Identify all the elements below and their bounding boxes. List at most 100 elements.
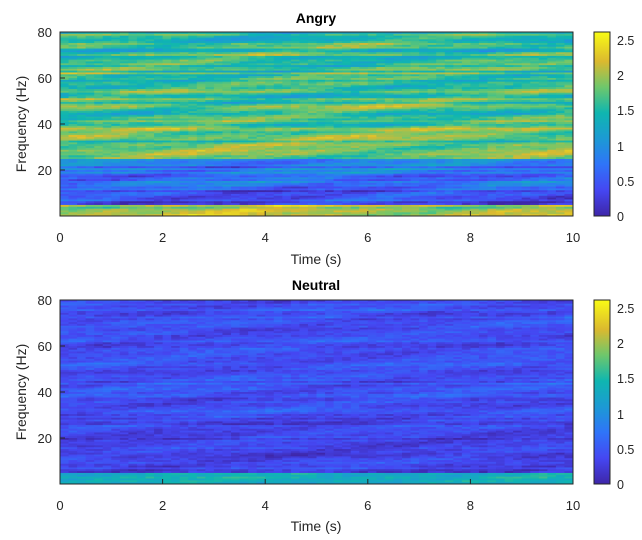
- heatmap-cell: [376, 129, 386, 132]
- heatmap-cell: [496, 101, 506, 105]
- heatmap-cell: [171, 157, 181, 160]
- heatmap-cell: [111, 55, 121, 59]
- heatmap-cell: [273, 135, 283, 138]
- heatmap-cell: [402, 44, 412, 48]
- heatmap-cell: [419, 70, 429, 74]
- heatmap-cell: [248, 177, 258, 180]
- heatmap-cell: [325, 98, 335, 101]
- heatmap-cell: [307, 177, 318, 180]
- heatmap-cell: [555, 158, 566, 162]
- heatmap-cell: [128, 160, 138, 164]
- heatmap-cell: [119, 184, 129, 188]
- heatmap-cell: [419, 96, 429, 99]
- heatmap-cell: [384, 160, 395, 164]
- heatmap-cell: [119, 162, 129, 166]
- heatmap-cell: [538, 124, 548, 127]
- heatmap-cell: [68, 184, 78, 188]
- heatmap-cell: [299, 175, 309, 178]
- heatmap-cell: [222, 81, 232, 85]
- heatmap-cell: [316, 66, 326, 70]
- heatmap-cell: [248, 66, 258, 70]
- heatmap-cell: [171, 55, 181, 59]
- heatmap-cell: [273, 164, 283, 167]
- heatmap-cell: [205, 142, 215, 145]
- heatmap-cell: [213, 142, 224, 145]
- heatmap-cell: [444, 133, 454, 136]
- heatmap-cell: [213, 120, 224, 123]
- heatmap-cell: [487, 63, 497, 66]
- heatmap-cell: [171, 153, 181, 156]
- heatmap-cell: [376, 85, 386, 88]
- heatmap-cell: [419, 146, 429, 149]
- heatmap-cell: [453, 107, 463, 110]
- heatmap-cell: [111, 133, 121, 136]
- heatmap-cell: [350, 173, 360, 177]
- heatmap-cell: [154, 164, 164, 167]
- heatmap-cell: [213, 157, 224, 160]
- heatmap-cell: [68, 181, 78, 184]
- heatmap-cell: [384, 177, 395, 180]
- heatmap-cell: [521, 114, 531, 118]
- heatmap-cell: [85, 52, 95, 55]
- heatmap-cell: [162, 98, 172, 101]
- heatmap-cell: [342, 151, 352, 155]
- heatmap-cell: [162, 35, 172, 39]
- heatmap-cell: [136, 127, 147, 131]
- heatmap-cell: [333, 131, 343, 134]
- heatmap-cell: [248, 96, 258, 99]
- heatmap-cell: [102, 105, 112, 109]
- heatmap-cell: [384, 59, 395, 63]
- heatmap-cell: [384, 52, 395, 55]
- heatmap-cell: [239, 122, 249, 125]
- heatmap-cell: [376, 142, 386, 145]
- heatmap-cell: [77, 118, 87, 121]
- heatmap-cell: [402, 162, 412, 166]
- heatmap-cell: [60, 55, 70, 59]
- heatmap-cell: [367, 98, 377, 101]
- heatmap-cell: [342, 44, 352, 48]
- heatmap-cell: [60, 177, 70, 180]
- heatmap-cell: [333, 182, 343, 186]
- heatmap-cell: [538, 112, 548, 116]
- heatmap-cell: [325, 147, 335, 151]
- heatmap-cell: [119, 85, 129, 88]
- heatmap-cell: [555, 133, 566, 136]
- heatmap-cell: [239, 111, 249, 114]
- heatmap-cell: [299, 103, 309, 107]
- heatmap-cell: [436, 149, 446, 153]
- heatmap-cell: [136, 89, 147, 92]
- heatmap-cell: [384, 109, 395, 112]
- heatmap-cell: [402, 131, 412, 134]
- heatmap-cell: [119, 160, 129, 164]
- heatmap-cell: [461, 136, 471, 140]
- heatmap-cell: [342, 136, 352, 140]
- heatmap-cell: [222, 78, 232, 81]
- heatmap-cell: [248, 35, 258, 39]
- heatmap-cell: [453, 109, 463, 112]
- heatmap-cell: [487, 151, 497, 155]
- heatmap-cell: [94, 50, 104, 53]
- heatmap-cell: [128, 92, 138, 96]
- heatmap-cell: [188, 72, 198, 75]
- heatmap-cell: [213, 164, 224, 167]
- heatmap-cell: [290, 81, 300, 85]
- heatmap-cell: [555, 90, 566, 94]
- heatmap-cell: [538, 175, 548, 178]
- heatmap-cell: [367, 68, 377, 72]
- heatmap-cell: [111, 184, 121, 188]
- heatmap-cell: [436, 179, 446, 182]
- heatmap-cell: [196, 66, 206, 70]
- heatmap-cell: [530, 59, 540, 63]
- heatmap-cell: [530, 96, 540, 99]
- heatmap-cell: [85, 74, 95, 77]
- heatmap-cell: [513, 101, 523, 105]
- heatmap-cell: [111, 138, 121, 142]
- heatmap-cell: [350, 138, 360, 142]
- heatmap-cell: [530, 54, 540, 57]
- heatmap-cell: [196, 124, 206, 127]
- heatmap-cell: [342, 41, 352, 44]
- heatmap-cell: [231, 151, 241, 155]
- heatmap-cell: [504, 151, 514, 155]
- heatmap-cell: [367, 155, 377, 158]
- heatmap-cell: [136, 181, 147, 184]
